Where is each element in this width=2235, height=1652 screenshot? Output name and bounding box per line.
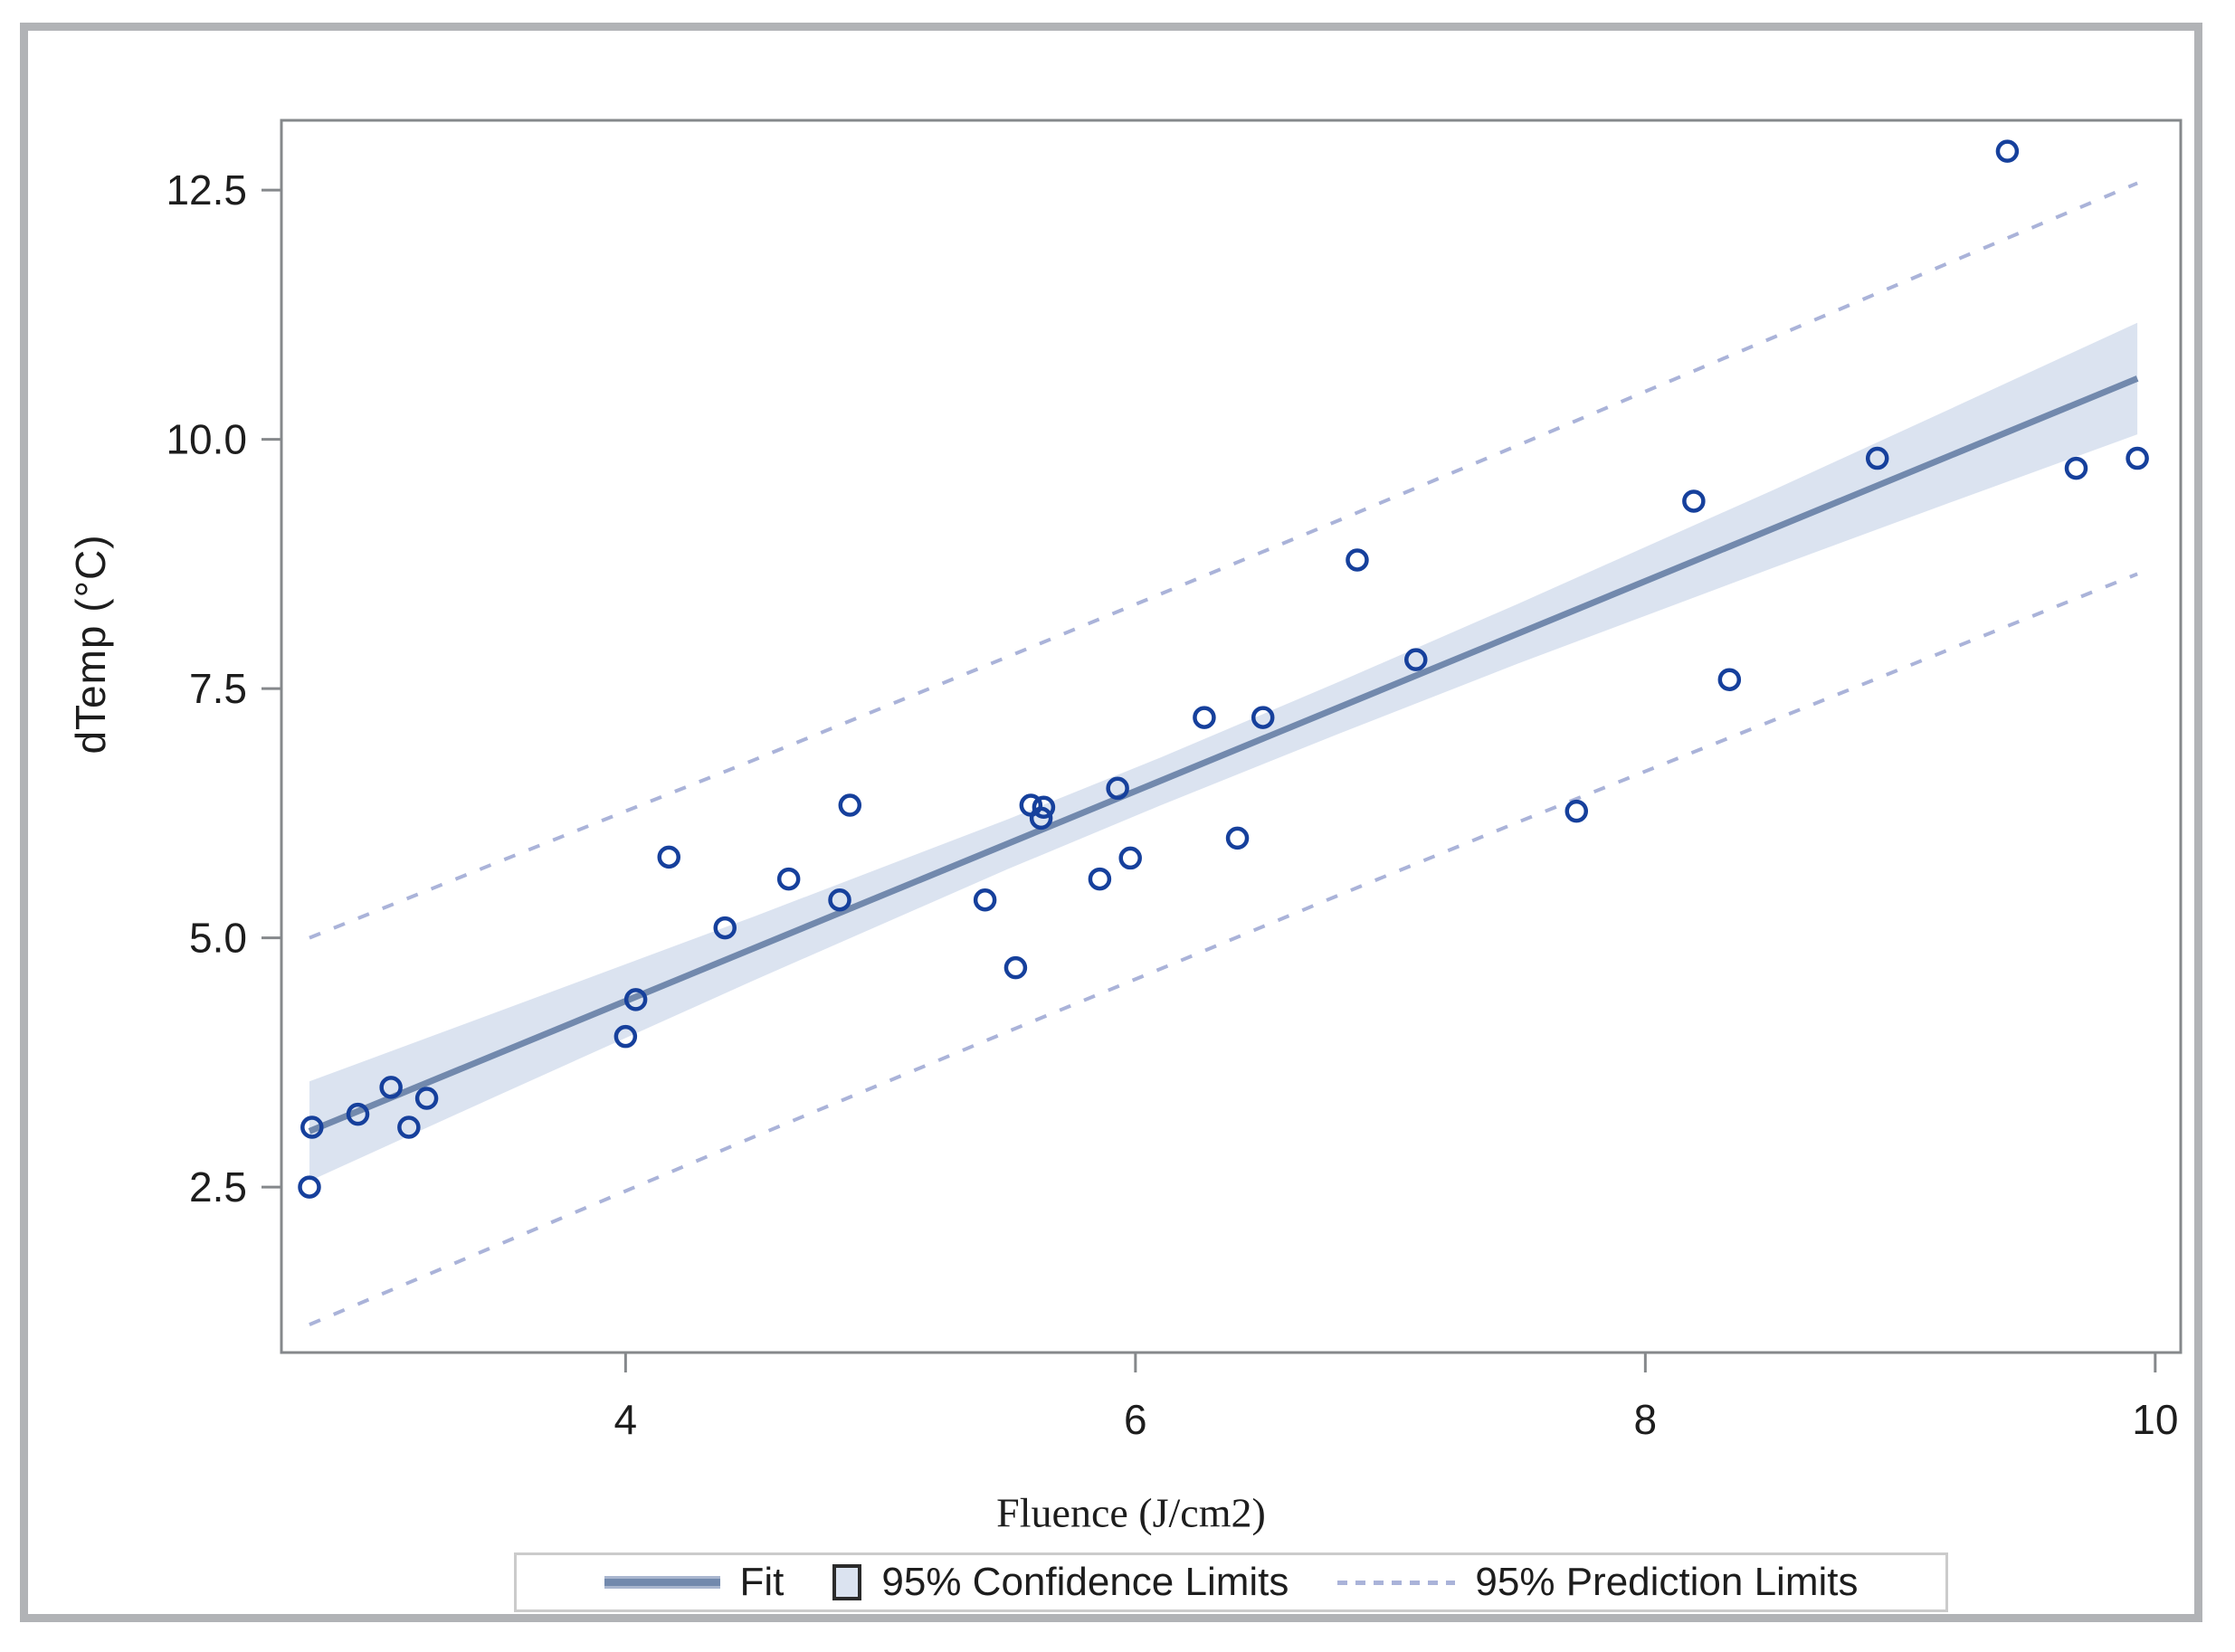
- legend-confidence-label: 95% Confidence Limits: [881, 1560, 1289, 1604]
- data-point: [1118, 846, 1142, 870]
- y-tick-label: 10.0: [166, 416, 247, 463]
- x-axis-title: Fluence (J/cm2): [996, 1489, 1266, 1536]
- data-point: [657, 845, 681, 869]
- data-point: [1193, 706, 1216, 729]
- x-tick-label: 8: [1634, 1396, 1658, 1443]
- fit-line-swatch: [604, 1579, 720, 1586]
- data-point: [1404, 648, 1428, 671]
- data-point: [613, 1024, 638, 1049]
- data-point: [776, 867, 801, 891]
- data-point: [1717, 668, 1742, 691]
- data-point: [1251, 706, 1275, 729]
- data-point: [1995, 139, 2020, 163]
- prediction-dashes-swatch: [1337, 1580, 1456, 1585]
- y-tick-label: 7.5: [189, 665, 247, 712]
- plot-frame: [280, 119, 2183, 1354]
- prediction-limit-upper: [309, 181, 2138, 940]
- data-point: [1003, 955, 1028, 980]
- y-tick-label: 12.5: [166, 166, 247, 214]
- data-point: [1032, 795, 1056, 819]
- x-tick-label: 10: [2132, 1396, 2178, 1443]
- y-tick-label: 5.0: [189, 915, 247, 962]
- data-point: [1106, 776, 1129, 801]
- data-point: [838, 793, 862, 817]
- data-point: [973, 888, 997, 912]
- data-point: [1564, 799, 1589, 823]
- data-point: [2126, 446, 2149, 470]
- y-tick-label: 2.5: [189, 1163, 247, 1211]
- data-point: [1088, 867, 1112, 891]
- x-tick-label: 4: [614, 1396, 638, 1443]
- fit-line: [308, 375, 2139, 1135]
- data-point: [298, 1175, 321, 1199]
- legend-item-prediction: 95% Prediction Limits: [1337, 1560, 1858, 1605]
- data-point: [2064, 456, 2088, 480]
- data-point: [397, 1116, 421, 1139]
- x-tick-label: 6: [1124, 1396, 1147, 1443]
- data-point: [346, 1102, 370, 1126]
- data-point: [828, 888, 851, 912]
- data-point: [300, 1116, 324, 1139]
- y-axis-title: dTemp (°C): [67, 534, 114, 755]
- data-point: [623, 988, 648, 1011]
- legend: Fit 95% Confidence Limits 95% Prediction…: [514, 1552, 1948, 1612]
- data-point: [1225, 826, 1250, 850]
- data-point: [1029, 806, 1053, 831]
- legend-prediction-label: 95% Prediction Limits: [1475, 1560, 1859, 1604]
- data-point: [1346, 548, 1369, 572]
- legend-item-fit: Fit: [604, 1560, 785, 1605]
- legend-item-confidence: 95% Confidence Limits: [832, 1560, 1289, 1605]
- data-point: [1682, 489, 1706, 513]
- data-point: [1865, 446, 1889, 470]
- data-point: [414, 1087, 439, 1110]
- legend-fit-label: Fit: [739, 1560, 785, 1604]
- data-point: [379, 1076, 403, 1099]
- data-point: [713, 916, 737, 940]
- confidence-band-swatch: [832, 1564, 862, 1600]
- prediction-limit-lower: [309, 572, 2138, 1326]
